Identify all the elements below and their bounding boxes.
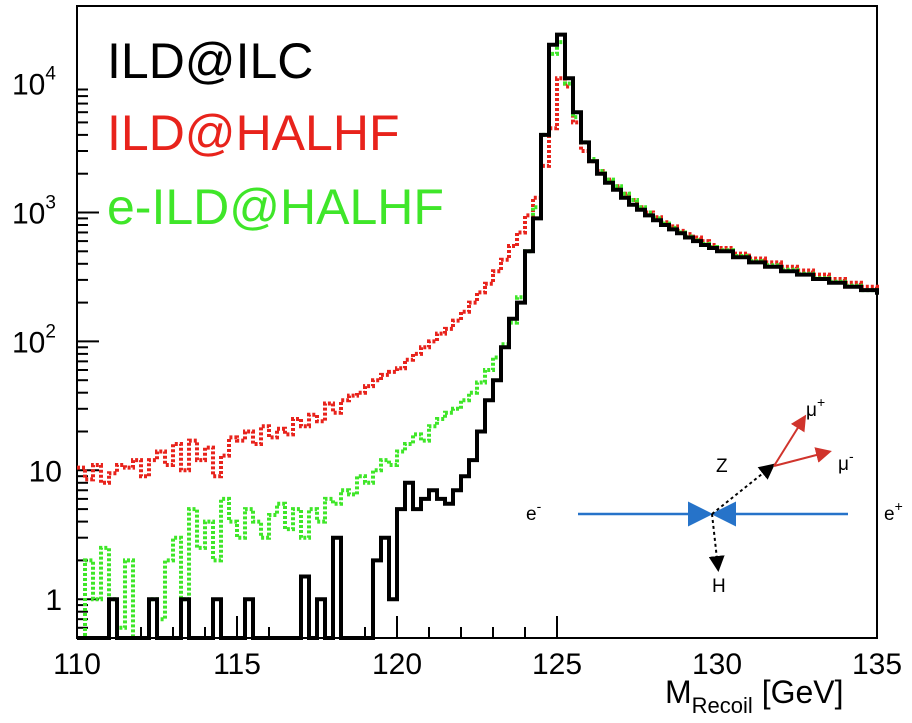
y-tick-label: 1 (45, 584, 62, 617)
x-axis-label: MRecoil [GeV] (665, 674, 844, 718)
legend-entry-ild-halhf: ILD@HALHF (107, 105, 399, 161)
x-axis-label-main: M (665, 674, 692, 710)
label-mu-plus: μ+ (806, 394, 825, 421)
inset-diagram: e- e+ Z H μ+ μ- (526, 388, 903, 637)
label-z: Z (716, 456, 728, 477)
y-tick-exponent: 3 (45, 193, 56, 214)
legend-entry-ild-ilc: ILD@ILC (107, 33, 313, 89)
legend: ILD@ILC ILD@HALHF e-ILD@HALHF (107, 33, 444, 235)
series-e-ild-halhf (77, 40, 879, 640)
label-e-plus: e+ (884, 498, 903, 525)
x-tick-label: 135 (852, 648, 902, 681)
mu-minus-line (773, 447, 832, 467)
diagram-lines (578, 414, 848, 572)
x-tick-label: 110 (53, 648, 101, 681)
x-tick-label: 125 (532, 648, 582, 681)
series-layer (77, 32, 879, 640)
y-tick-label: 10 (29, 455, 62, 488)
y-tick-label: 102 (12, 321, 56, 359)
legend-entry-e-ild-halhf: e-ILD@HALHF (107, 179, 444, 235)
y-tick-exponent: 2 (45, 321, 56, 342)
x-tick-label: 115 (213, 648, 261, 681)
label-mu-minus: μ- (838, 448, 854, 475)
x-tick-label: 120 (372, 648, 422, 681)
x-axis-label-unit: [GeV] (753, 674, 844, 710)
inset-background (560, 388, 876, 637)
mu-plus-line (773, 414, 807, 467)
x-axis-label-subscript: Recoil (692, 693, 753, 718)
label-e-minus: e- (526, 498, 542, 525)
plot-frame (76, 5, 878, 639)
series-ild-ilc (77, 32, 879, 640)
z-boson-line (711, 463, 776, 515)
y-tick-exponent: 4 (45, 64, 56, 85)
y-tick-label: 104 (12, 64, 56, 102)
label-h: H (712, 576, 726, 597)
y-tick-label: 103 (12, 193, 56, 231)
x-tick-label: 130 (692, 648, 742, 681)
